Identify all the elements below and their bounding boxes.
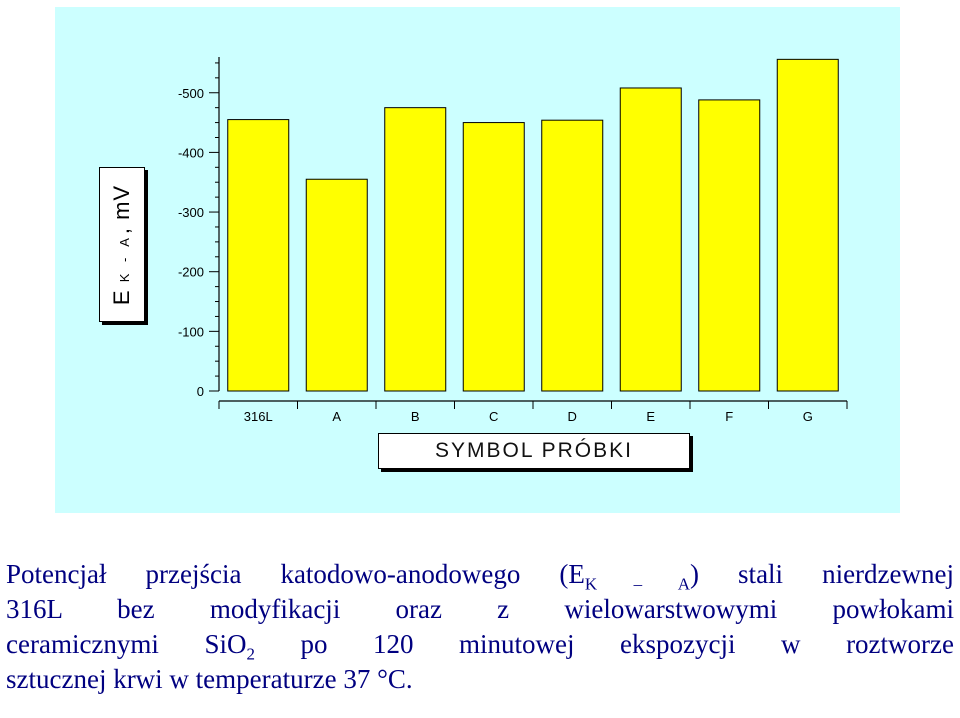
caption-line-1-post: ) stali nierdzewnej: [690, 559, 954, 589]
y-tick-label-5: -500: [178, 86, 204, 101]
y-tick-label-3: -300: [178, 205, 204, 220]
y-axis-label-box: E K - A, mV: [99, 167, 145, 322]
bar-e: [619, 87, 682, 392]
x-axis-label-box: SYMBOL PRÓBKI: [378, 433, 690, 469]
x-tick-label-f: F: [725, 409, 733, 424]
y-tick-label-2: -200: [178, 265, 204, 280]
x-tick-label-c: C: [489, 409, 498, 424]
caption-line-2: 316L bez modyfikacji oraz z wielowarstwo…: [6, 594, 954, 624]
bar-a: [305, 178, 368, 392]
caption-subscript-2: 2: [246, 644, 255, 664]
caption-line-3-pre: ceramicznymi SiO: [6, 629, 247, 659]
x-tick-label-b: B: [411, 409, 420, 424]
x-tick-label-d: D: [568, 409, 577, 424]
bar-chart: 316L A B C D E F G 0 -100 -200 -300 -400 -500: [178, 56, 848, 424]
caption-line-3-post: po 120 minutowej ekspozycji w roztworze: [254, 629, 954, 659]
bar-b: [384, 107, 447, 392]
x-tick-label-316l: 316L: [244, 409, 273, 424]
bar-c: [462, 122, 525, 392]
bar-d: [541, 119, 604, 392]
y-tick-label-0: 0: [197, 384, 204, 399]
bar-g: [776, 58, 839, 392]
y-tick-label-4: -400: [178, 145, 204, 160]
caption-line-3: ceramicznymi SiO2 po 120 minutowej ekspo…: [6, 627, 954, 662]
ticks-layer: 316L A B C D E F G 0 -100 -200 -300 -400 -500: [178, 62, 848, 424]
figure-caption: Potencjał przejścia katodowo-anodowego (…: [6, 557, 954, 697]
caption-line-1: Potencjał przejścia katodowo-anodowego (…: [6, 557, 954, 592]
x-tick-label-e: E: [646, 409, 655, 424]
x-tick-label-a: A: [332, 409, 341, 424]
bars-layer: [227, 58, 839, 392]
y-tick-label-1: -100: [178, 324, 204, 339]
y-axis-label: E K - A, mV: [109, 184, 135, 304]
y-axis-label-unit: , mV: [109, 184, 134, 234]
x-axis-label: SYMBOL PRÓBKI: [435, 439, 633, 462]
bar-f: [698, 99, 761, 392]
bar-316l: [227, 119, 290, 392]
caption-line-4: sztucznej krwi w temperaturze 37 °C.: [6, 664, 413, 694]
y-axis-label-main: E: [109, 288, 134, 305]
x-tick-label-g: G: [803, 409, 813, 424]
y-axis-label-subscript: K - A: [117, 233, 132, 282]
caption-line-1-pre: Potencjał przejścia katodowo-anodowego (…: [6, 559, 585, 589]
caption-subscript-k-a: K – A: [584, 574, 691, 594]
